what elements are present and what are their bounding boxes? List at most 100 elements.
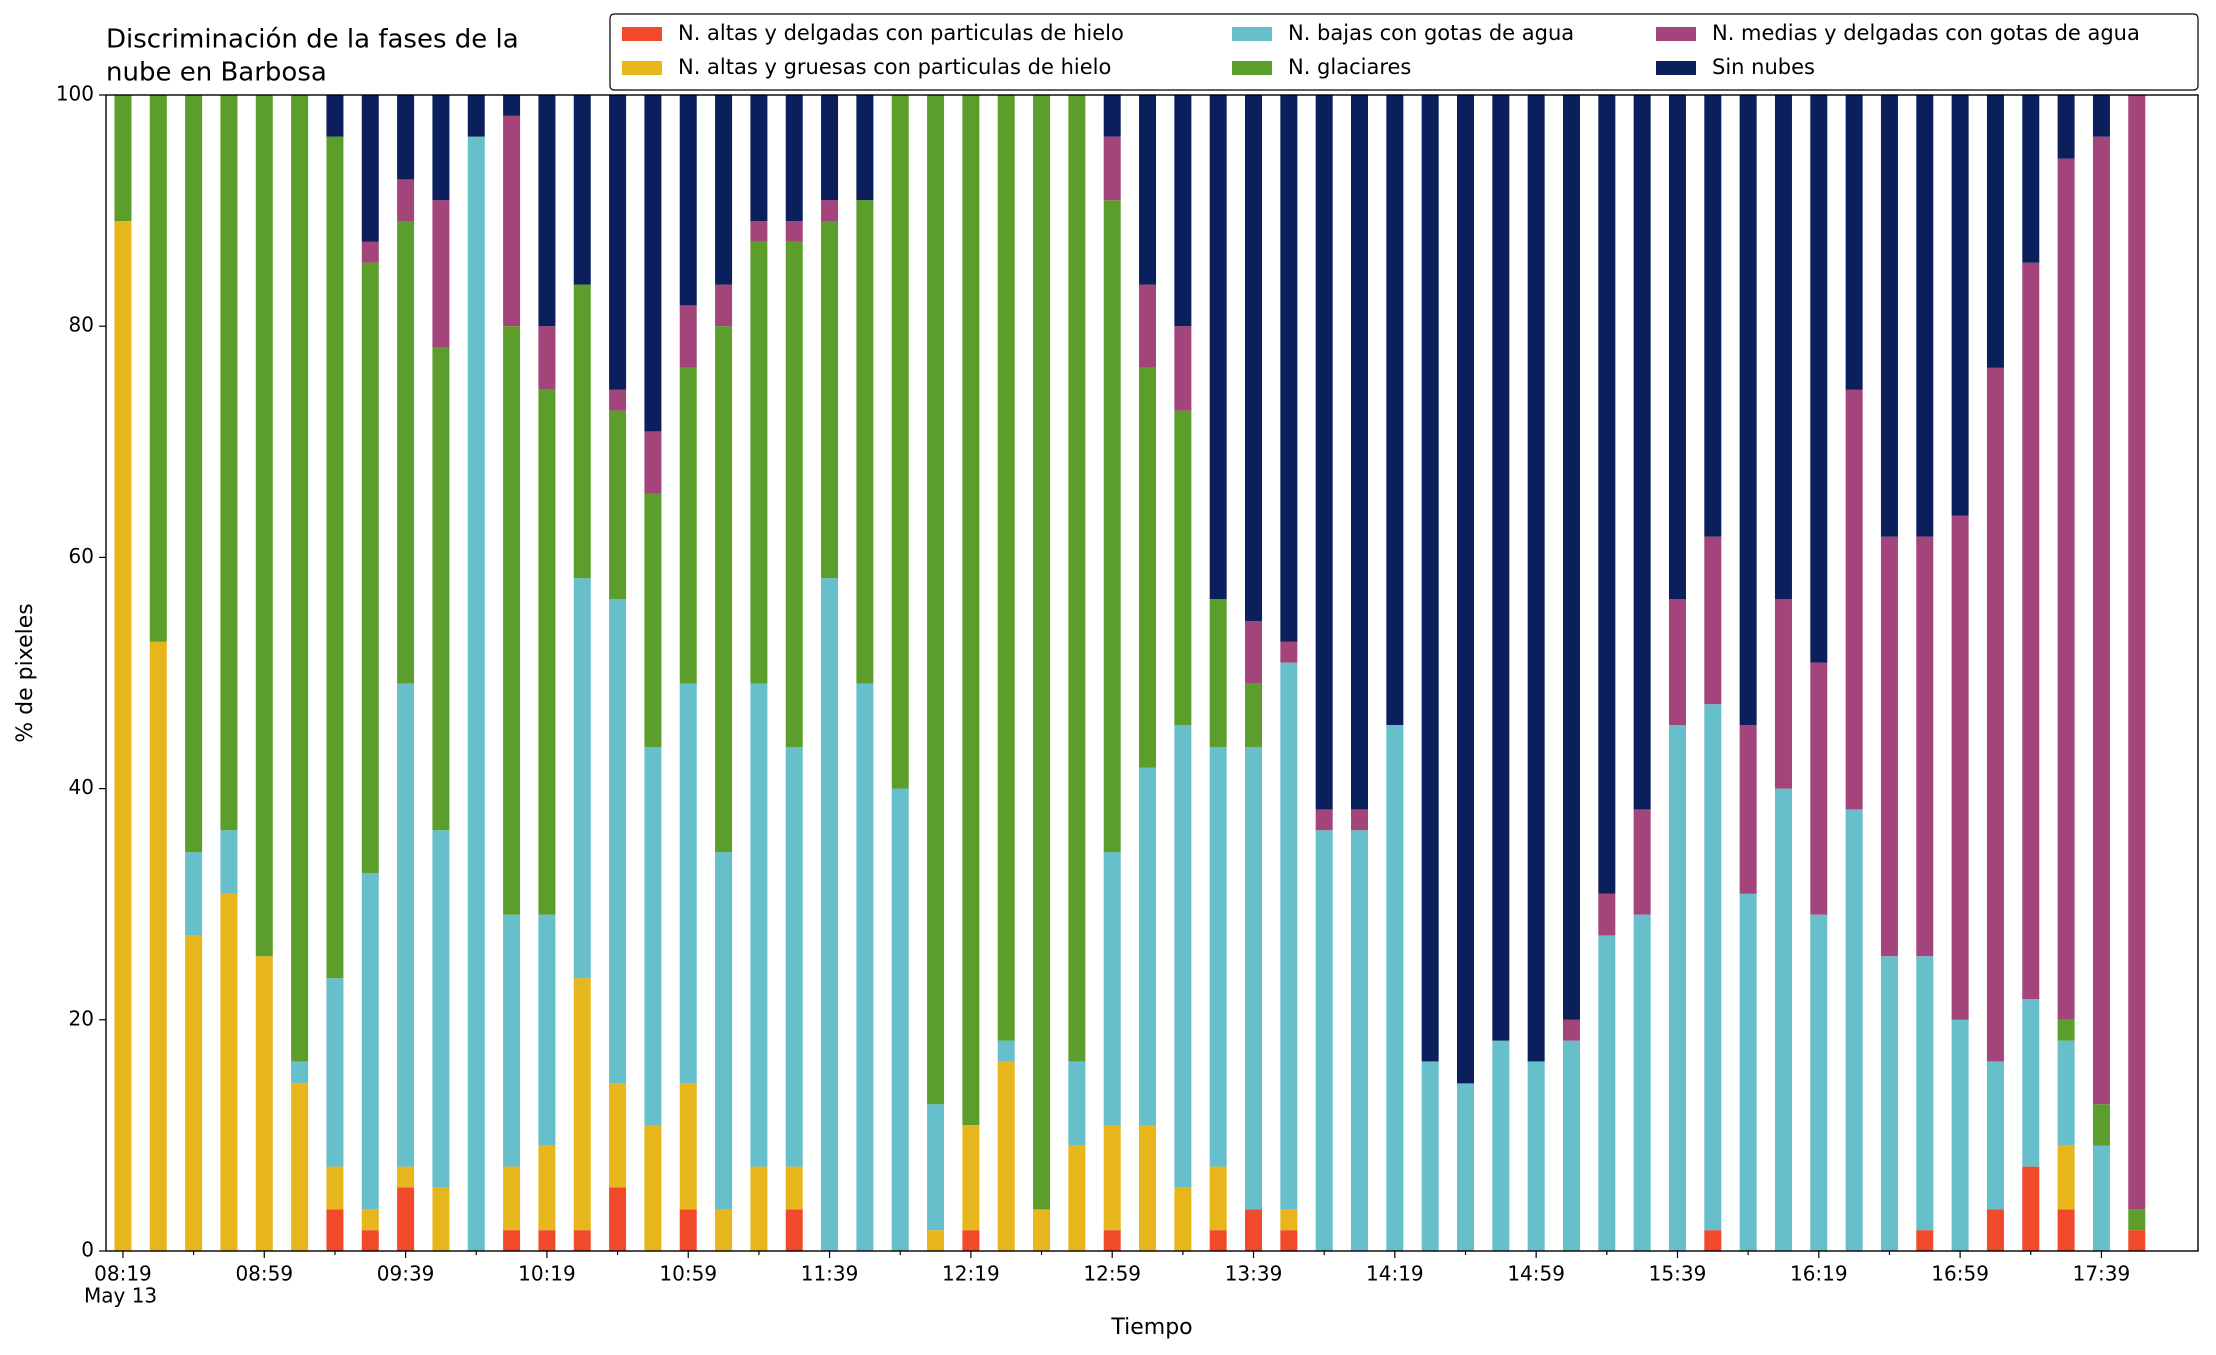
bar-segment [1103, 136, 1121, 201]
legend-label: Sin nubes [1712, 55, 1815, 79]
bar-segment [1986, 95, 2004, 368]
bar-segment [326, 136, 344, 979]
bar-segment [1068, 1145, 1086, 1251]
bar-segment [644, 746, 662, 1125]
bar-segment [361, 1209, 379, 1231]
bar-segment [220, 893, 238, 1251]
x-tick-label: 15:39 [1649, 1262, 1707, 1286]
bar-segment [397, 179, 415, 222]
bar-segment [1633, 914, 1651, 1251]
x-tick-label: 17:39 [2073, 1262, 2131, 1286]
legend: N. altas y delgadas con particulas de hi… [609, 13, 2199, 91]
bar-segment [2022, 262, 2040, 999]
bar-segment [114, 221, 132, 1251]
bar-segment [715, 284, 733, 327]
bar-segment [1774, 95, 1792, 600]
bar-segment [2022, 95, 2040, 263]
bar-segment [997, 1040, 1015, 1062]
axes-frame [105, 94, 2199, 1252]
bar-segment [1880, 956, 1898, 1251]
bar-segment [2057, 95, 2075, 159]
bar-segment [432, 1187, 450, 1251]
bar-segment [1880, 536, 1898, 957]
bar-segment [679, 305, 697, 368]
bar-segment [291, 1083, 309, 1251]
bar-segment [1845, 389, 1863, 810]
bar-segment [432, 830, 450, 1188]
legend-swatch [1232, 61, 1272, 75]
bar-segment [1315, 95, 1333, 810]
bar-segment [715, 95, 733, 285]
bar-segment [609, 1083, 627, 1188]
bar-segment [291, 95, 309, 1062]
bar-segment [573, 95, 591, 285]
bar-segment [361, 95, 379, 242]
bar-segment [927, 1230, 945, 1251]
bar-segment [1633, 95, 1651, 810]
bar-segment [679, 1209, 697, 1251]
bar-segment [1986, 367, 2004, 1062]
bar-segment [750, 683, 768, 1167]
bar-segment [1704, 1230, 1722, 1251]
bar-segment [326, 978, 344, 1167]
bar-segment [1668, 725, 1686, 1251]
bar-segment [2057, 1040, 2075, 1146]
bar-segment [573, 284, 591, 579]
bar-segment [1245, 1209, 1263, 1251]
bar-segment [1456, 95, 1474, 1084]
legend-swatch [1656, 27, 1696, 41]
bar-segment [467, 136, 485, 1252]
x-tick-label: 08:59 [235, 1262, 293, 1286]
bar-segment [2128, 95, 2146, 1210]
bar-segment [927, 1104, 945, 1231]
bar-segment [2022, 1166, 2040, 1251]
bar-segment [220, 95, 238, 831]
bar-segment [1245, 620, 1263, 684]
bar-segment [1492, 1040, 1510, 1251]
bar-segment [821, 578, 839, 1251]
bar-segment [1562, 1040, 1580, 1251]
bar-segment [1174, 1187, 1192, 1251]
bar-segment [750, 221, 768, 242]
bar-segment [1456, 1083, 1474, 1251]
bar-segment [679, 1083, 697, 1210]
legend-box [609, 13, 2199, 91]
bar-segment [715, 1209, 733, 1251]
bar-segment [679, 683, 697, 1084]
bar-segment [1351, 809, 1369, 831]
bar-segment [2128, 1230, 2146, 1251]
bar-segment [397, 683, 415, 1167]
bar-segment [785, 221, 803, 242]
bar-segment [750, 241, 768, 684]
bar-segment [609, 1187, 627, 1251]
bar-segment [1951, 515, 1969, 1020]
bar-segment [609, 599, 627, 1084]
bar-segment [856, 95, 874, 201]
bar-segment [644, 1124, 662, 1251]
bar-segment [1916, 956, 1934, 1231]
bar-segment [891, 788, 909, 1251]
bar-segment [821, 200, 839, 222]
plot-area [114, 95, 2146, 1252]
bar-segment [1810, 95, 1828, 663]
bar-segment [962, 1124, 980, 1231]
bar-segment [1668, 95, 1686, 600]
bar-segment [361, 262, 379, 873]
bar-segment [1174, 725, 1192, 1188]
bar-segment [1209, 1166, 1227, 1231]
bar-segment [1033, 1209, 1051, 1251]
bar-segment [573, 578, 591, 979]
bar-segment [785, 1166, 803, 1210]
bar-segment [1103, 95, 1121, 137]
bar-segment [962, 1230, 980, 1251]
bar-segment [1986, 1061, 2004, 1210]
bar-segment [1527, 95, 1545, 1062]
bar-segment [1315, 809, 1333, 831]
bar-segment [1704, 95, 1722, 537]
bar-segment [962, 95, 980, 1125]
bar-segment [679, 367, 697, 684]
bar-segment [1174, 410, 1192, 726]
x-tick-label: 11:39 [801, 1262, 859, 1286]
bar-segment [644, 95, 662, 432]
